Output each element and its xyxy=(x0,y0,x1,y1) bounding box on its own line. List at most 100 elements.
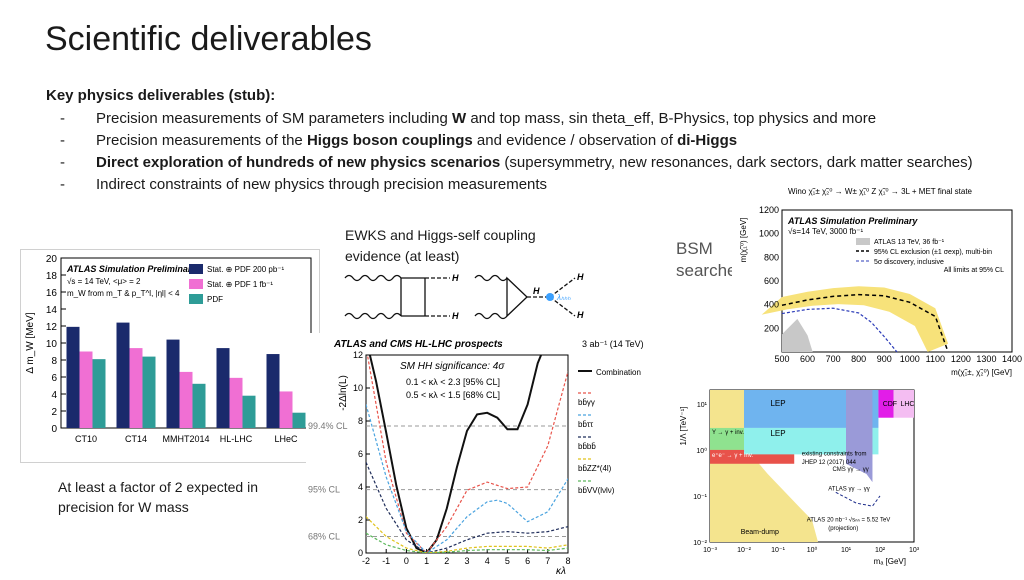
projection-line xyxy=(835,491,881,507)
chart-title: ATLAS Simulation Preliminary xyxy=(66,264,197,274)
gluon-line-top xyxy=(344,274,402,282)
bar xyxy=(279,391,293,428)
x-category-label: HL-LHC xyxy=(220,434,253,444)
chart-subtitle: ATLAS Simulation Preliminary xyxy=(787,216,918,226)
annotation-68cl: 0.5 < κλ < 1.5 [68% CL] xyxy=(406,390,500,400)
region-label-lhc: LHC xyxy=(900,401,914,408)
chart-header-right: 3 ab⁻¹ (14 TeV) xyxy=(582,339,644,349)
alp-chart-panel: LEP LEP CDF LHC Beam-dump Y → γ + inv. e⁺e⁻ → … xyxy=(676,386,920,574)
h-label-2: H xyxy=(452,311,459,321)
legend-label: bb̄ττ xyxy=(578,420,594,429)
bullet-dash: - xyxy=(60,110,65,127)
atlas-13tev-region xyxy=(782,318,813,352)
x-tick-label: 10⁻² xyxy=(737,547,751,554)
triangle-loop xyxy=(506,276,528,318)
chart-header-left: ATLAS and CMS HL-LHC prospects xyxy=(333,339,503,350)
x-category-label: MMHT2014 xyxy=(162,434,209,444)
deliverables-heading: Key physics deliverables (stub): xyxy=(46,87,276,104)
y-tick-label: 600 xyxy=(764,276,779,286)
y-tick-label: 2 xyxy=(358,515,363,525)
series-curve xyxy=(366,355,568,553)
bar xyxy=(142,356,156,428)
legend-label: PDF xyxy=(207,295,223,304)
limits-note: All limits at 95% CL xyxy=(944,267,1004,274)
y-axis-label: 1/Λ [TeV⁻¹] xyxy=(679,407,688,446)
x-tick-label: -1 xyxy=(382,556,390,566)
deliverable-item: - Precision measurements of the Higgs bos… xyxy=(46,130,1021,152)
chart-subtitle-2: m_W from m_T & p_T^l, |ηl| < 4 xyxy=(67,289,180,298)
y-tick-label: 16 xyxy=(46,288,58,299)
legend-label: 95% CL exclusion (±1 σexp), multi-bin xyxy=(874,249,992,256)
y-tick-label: 10 xyxy=(353,383,363,393)
bar xyxy=(266,354,280,428)
x-tick-label: 1000 xyxy=(900,354,920,364)
h-label-1: H xyxy=(452,273,459,283)
region-cms-atlas xyxy=(846,390,873,483)
bsm-caption-line-1: BSM xyxy=(676,239,713,258)
y-tick-label: 10⁰ xyxy=(696,447,707,455)
legend-label: Stat. ⊕ PDF 200 pb⁻¹ xyxy=(207,265,285,274)
bar xyxy=(292,412,306,428)
x-tick-label: 2 xyxy=(444,556,449,566)
x-tick-label: 4 xyxy=(485,556,490,566)
existing-label-1: existing constraints from xyxy=(802,452,867,458)
x-axis-label: mₐ [GeV] xyxy=(874,557,906,566)
legend-label: Combination xyxy=(596,368,641,377)
y-tick-label: 800 xyxy=(764,252,779,262)
y-tick-label: 4 xyxy=(358,482,363,492)
x-tick-label: 3 xyxy=(464,556,469,566)
x-tick-label: 900 xyxy=(877,354,892,364)
x-tick-label: 8 xyxy=(565,556,570,566)
y-tick-label: 0 xyxy=(358,548,363,558)
existing-label-2: JHEP 12 (2017) 044 xyxy=(802,460,857,466)
atlas-label: ATLAS γγ → γγ xyxy=(828,487,870,493)
annotation-bg xyxy=(396,357,516,407)
wmass-chart-panel: 0 2 4 6 8 10 12 14 16 18 20 Δ m_W [MeV] CT10 CT14 MMHT… xyxy=(20,249,320,463)
deliverable-text: Precision measurements of the xyxy=(96,132,307,149)
wino-exclusion-chart: Wino χ̃₁± χ̃₂⁰ → W± χ̃₁⁰ Z χ̃₁⁰ → 3L + M… xyxy=(739,187,1022,377)
y-tick-label: 0 xyxy=(51,424,57,435)
x-tick-label: 1100 xyxy=(926,354,945,364)
series-curve xyxy=(368,355,543,553)
x-tick-label: 1 xyxy=(424,556,429,566)
susy-chart-panel: Wino χ̃₁± χ̃₂⁰ → W± χ̃₁⁰ Z χ̃₁⁰ → 3L + M… xyxy=(732,180,1024,380)
y-tick-label: 4 xyxy=(51,390,57,401)
bar xyxy=(179,371,193,428)
cl-label: 99.4% CL xyxy=(308,421,348,431)
x-tick-label: 10⁻³ xyxy=(703,547,717,554)
bsm-caption-line-2: searches xyxy=(676,261,745,280)
legend-swatch xyxy=(189,294,203,304)
x-tick-label: 600 xyxy=(800,354,815,364)
deliverable-text: and top mass, sin theta_eff, B-Physics, … xyxy=(466,110,877,127)
slide-title: Scientific deliverables xyxy=(45,20,372,58)
trilinear-vertex xyxy=(546,293,554,301)
x-tick-label: 800 xyxy=(851,354,866,364)
region-label-lep-2: LEP xyxy=(770,429,785,438)
wmass-bar-chart: 0 2 4 6 8 10 12 14 16 18 20 Δ m_W [MeV] CT10 CT14 MMHT… xyxy=(25,254,312,444)
x-tick-label: 0 xyxy=(404,556,409,566)
x-tick-label: 500 xyxy=(774,354,789,364)
deliverable-item: - Direct exploration of hundreds of new p… xyxy=(46,152,1021,174)
y-tick-label: 20 xyxy=(46,254,58,265)
x-tick-label: 10³ xyxy=(909,547,920,554)
legend-label: bb̄ZZ*(4l) xyxy=(578,464,612,473)
legend-swatch xyxy=(189,264,203,274)
alp-constraints-chart: LEP LEP CDF LHC Beam-dump Y → γ + inv. e⁺e⁻ → … xyxy=(679,389,920,566)
chart-subtitle-2: √s=14 TeV, 3000 fb⁻¹ xyxy=(788,227,863,236)
hh-chart-panel: ATLAS and CMS HL-LHC prospects 3 ab⁻¹ (14… xyxy=(306,333,656,577)
cl-label: 95% CL xyxy=(308,485,340,495)
y-tick-label: 12 xyxy=(353,350,363,360)
bullet-dash: - xyxy=(60,132,65,149)
h-label-4: H xyxy=(577,272,584,282)
x-category-label: LHeC xyxy=(274,434,298,444)
legend-label: bb̄γγ xyxy=(578,398,595,407)
ewks-caption-line-1: EWKS and Higgs-self coupling xyxy=(345,227,536,243)
bar xyxy=(216,348,230,428)
y-tick-label: 1000 xyxy=(759,229,779,239)
x-tick-label: 700 xyxy=(826,354,841,364)
y-tick-label: 6 xyxy=(358,449,363,459)
deliverables-list: - Precision measurements of SM parameters… xyxy=(46,108,1021,196)
y-tick-label: 10 xyxy=(46,339,58,350)
region-lhc xyxy=(893,390,914,418)
legend-swatch xyxy=(189,279,203,289)
